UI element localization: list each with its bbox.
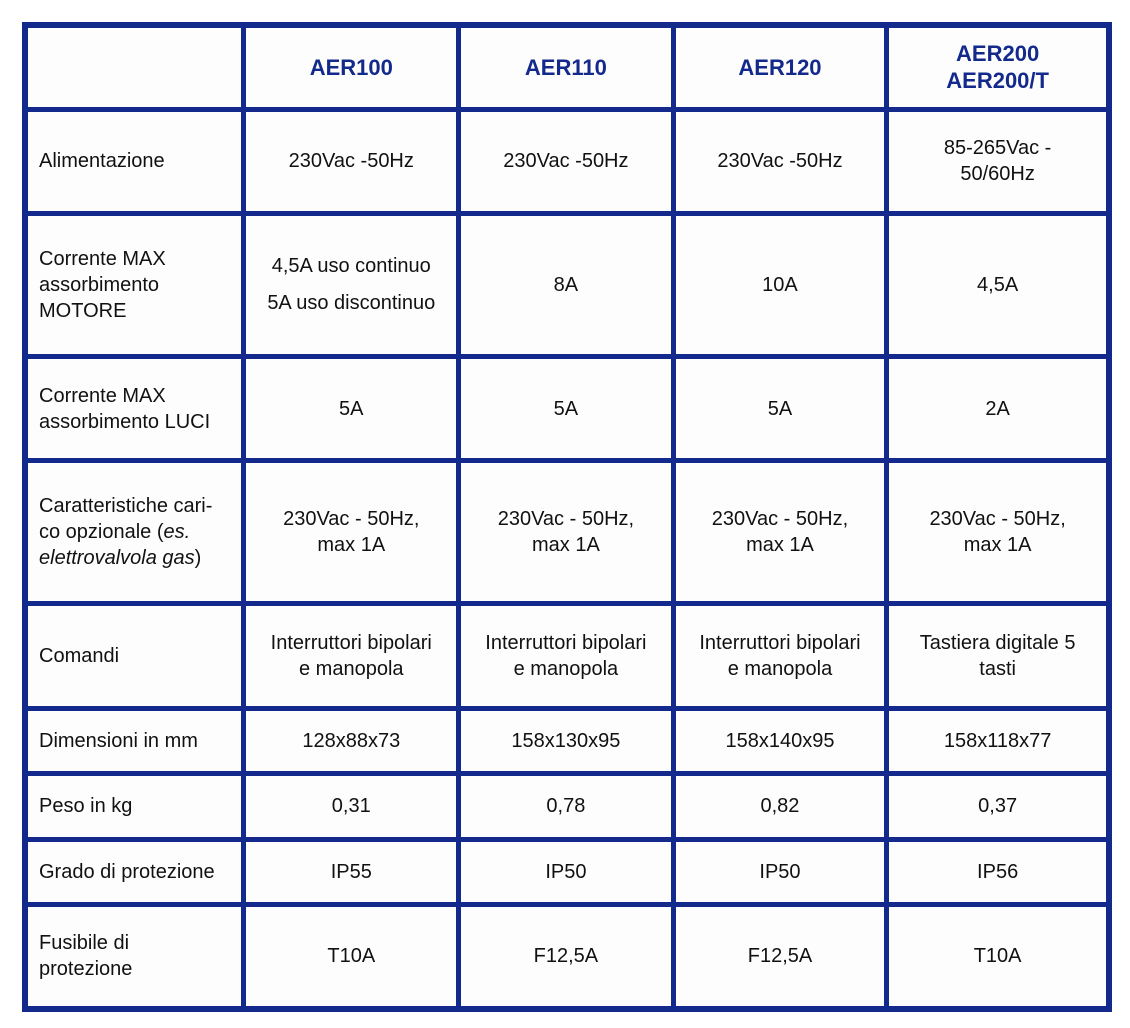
- label-text-italic: es. elettrovalvola gas: [39, 521, 195, 570]
- value-cell: 10A: [670, 211, 890, 360]
- row-label: Corrente MAX assorbimento LUCI: [22, 354, 247, 464]
- value-cell: 2A: [884, 354, 1112, 464]
- table-row-comandi: Comandi Interruttori bipolari e manopola…: [22, 601, 1112, 712]
- table-row-alimentazione: Alimentazione 230Vac -50Hz 230Vac -50Hz …: [22, 106, 1112, 217]
- value-cell: 5A: [670, 354, 890, 464]
- value-cell: 0,78: [456, 771, 676, 842]
- value-cell: F12,5A: [456, 901, 676, 1012]
- value-cell: Tastiera digitale 5 tasti: [884, 601, 1112, 712]
- row-label: Corrente MAX assorbimento MOTORE: [22, 211, 247, 360]
- table-row-fusibile: Fusibile di protezione T10A F12,5A F12,5…: [22, 901, 1112, 1012]
- value-cell: IP50: [670, 836, 890, 907]
- value-cell: 230Vac - 50Hz, max 1A: [456, 458, 676, 607]
- value-cell: 4,5A uso continuo 5A uso discontinuo: [241, 211, 462, 360]
- value-cell: 158x118x77: [884, 706, 1112, 777]
- value-cell: 0,31: [241, 771, 462, 842]
- table-row-peso: Peso in kg 0,31 0,78 0,82 0,37: [22, 771, 1112, 842]
- specs-table-container: AER100 AER110 AER120 AER200 AER200/T Ali…: [22, 22, 1112, 1012]
- value-cell: 5A: [456, 354, 676, 464]
- value-cell: IP50: [456, 836, 676, 907]
- label-text: Caratteristiche cari-co opzionale (: [39, 495, 213, 544]
- row-label: Dimensioni in mm: [22, 706, 247, 777]
- table-row-corrente-luci: Corrente MAX assorbimento LUCI 5A 5A 5A …: [22, 354, 1112, 464]
- value-cell: T10A: [884, 901, 1112, 1012]
- value-cell: 230Vac -50Hz: [456, 106, 676, 217]
- table-row-corrente-motore: Corrente MAX assorbimento MOTORE 4,5A us…: [22, 211, 1112, 360]
- value-cell: T10A: [241, 901, 462, 1012]
- row-label: Fusibile di protezione: [22, 901, 247, 1012]
- table-row-dimensioni: Dimensioni in mm 128x88x73 158x130x95 15…: [22, 706, 1112, 777]
- value-cell: F12,5A: [670, 901, 890, 1012]
- value-cell: 230Vac -50Hz: [241, 106, 462, 217]
- header-cell-aer100: AER100: [241, 22, 462, 112]
- row-label: Peso in kg: [22, 771, 247, 842]
- value-cell: 8A: [456, 211, 676, 360]
- value-cell: IP56: [884, 836, 1112, 907]
- value-cell: Interruttori bipolari e manopola: [241, 601, 462, 712]
- table-row-grado-protezione: Grado di protezione IP55 IP50 IP50 IP56: [22, 836, 1112, 907]
- value-cell: IP55: [241, 836, 462, 907]
- value-cell: 0,37: [884, 771, 1112, 842]
- header-row: AER100 AER110 AER120 AER200 AER200/T: [22, 22, 1112, 112]
- value-cell: Interruttori bipolari e manopola: [456, 601, 676, 712]
- header-cell-aer200: AER200 AER200/T: [884, 22, 1112, 112]
- value-cell: 4,5A: [884, 211, 1112, 360]
- value-cell: 230Vac - 50Hz, max 1A: [241, 458, 462, 607]
- corner-cell: [22, 22, 247, 112]
- value-cell: 5A: [241, 354, 462, 464]
- value-cell: 85-265Vac - 50/60Hz: [884, 106, 1112, 217]
- value-cell: Interruttori bipolari e manopola: [670, 601, 890, 712]
- value-cell: 230Vac -50Hz: [670, 106, 890, 217]
- header-cell-aer120: AER120: [670, 22, 890, 112]
- row-label: Comandi: [22, 601, 247, 712]
- value-cell: 230Vac - 50Hz, max 1A: [670, 458, 890, 607]
- value-cell: 158x130x95: [456, 706, 676, 777]
- row-label: Caratteristiche cari-co opzionale (es. e…: [22, 458, 247, 607]
- specs-table: AER100 AER110 AER120 AER200 AER200/T Ali…: [22, 22, 1112, 1012]
- table-row-caratteristiche-carico: Caratteristiche cari-co opzionale (es. e…: [22, 458, 1112, 607]
- value-cell: 128x88x73: [241, 706, 462, 777]
- row-label: Grado di protezione: [22, 836, 247, 907]
- value-cell: 230Vac - 50Hz, max 1A: [884, 458, 1112, 607]
- value-cell: 0,82: [670, 771, 890, 842]
- header-cell-aer110: AER110: [456, 22, 676, 112]
- row-label: Alimentazione: [22, 106, 247, 217]
- value-cell: 158x140x95: [670, 706, 890, 777]
- label-text: ): [194, 547, 202, 570]
